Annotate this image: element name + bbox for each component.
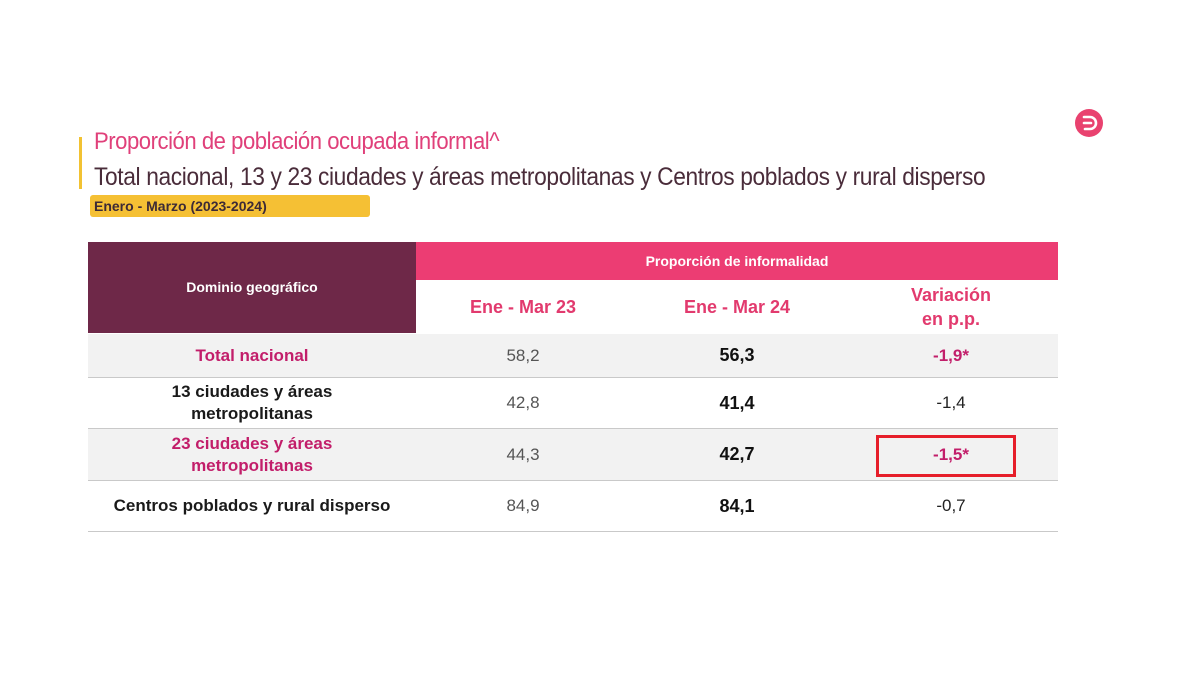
table-row: Centros poblados y rural disperso 84,9 8… <box>88 481 1058 532</box>
row-value-2023: 44,3 <box>506 444 540 464</box>
title-accent-bar <box>79 137 82 189</box>
row-variation: -1,5* <box>933 444 969 464</box>
row-variation: -1,9* <box>933 345 969 365</box>
column-header-ene-mar-24: Ene - Mar 24 <box>630 282 844 332</box>
row-domain: Total nacional <box>195 345 309 365</box>
table-row: Total nacional 58,2 56,3 -1,9* <box>88 334 1058 378</box>
row-variation: -1,4 <box>936 393 966 412</box>
row-value-2023: 42,8 <box>506 393 540 412</box>
group-header: Proporción de informalidad <box>416 242 1058 280</box>
page-title: Proporción de población ocupada informal… <box>94 128 500 155</box>
row-value-2023: 58,2 <box>506 345 540 365</box>
dane-logo-icon <box>1075 109 1103 137</box>
column-header-ene-mar-23: Ene - Mar 23 <box>416 282 630 332</box>
row-value-2024: 41,4 <box>719 392 755 413</box>
period-badge: Enero - Marzo (2023-2024) <box>90 195 370 217</box>
row-value-2024: 42,7 <box>719 444 755 464</box>
row-domain: 23 ciudades y áreas metropolitanas <box>171 433 333 475</box>
page-subtitle: Total nacional, 13 y 23 ciudades y áreas… <box>94 163 986 191</box>
row-value-2024: 56,3 <box>719 345 755 365</box>
row-variation: -0,7 <box>936 496 966 515</box>
row-value-2024: 84,1 <box>719 495 755 516</box>
table-row: 13 ciudades y áreas metropolitanas 42,8 … <box>88 378 1058 429</box>
highlight-box <box>876 435 1016 477</box>
row-domain: 13 ciudades y áreas metropolitanas <box>171 382 333 423</box>
column-header-variation: Variación en p.p. <box>844 282 1058 332</box>
column-header-label: Ene - Mar 24 <box>683 297 791 317</box>
row-domain: Centros poblados y rural disperso <box>113 496 391 515</box>
column-header-label: Ene - Mar 23 <box>469 297 577 317</box>
row-value-2023: 84,9 <box>506 496 540 515</box>
column-header-label: Variación en p.p. <box>910 285 992 329</box>
domain-column-header: Dominio geográfico <box>88 242 416 333</box>
